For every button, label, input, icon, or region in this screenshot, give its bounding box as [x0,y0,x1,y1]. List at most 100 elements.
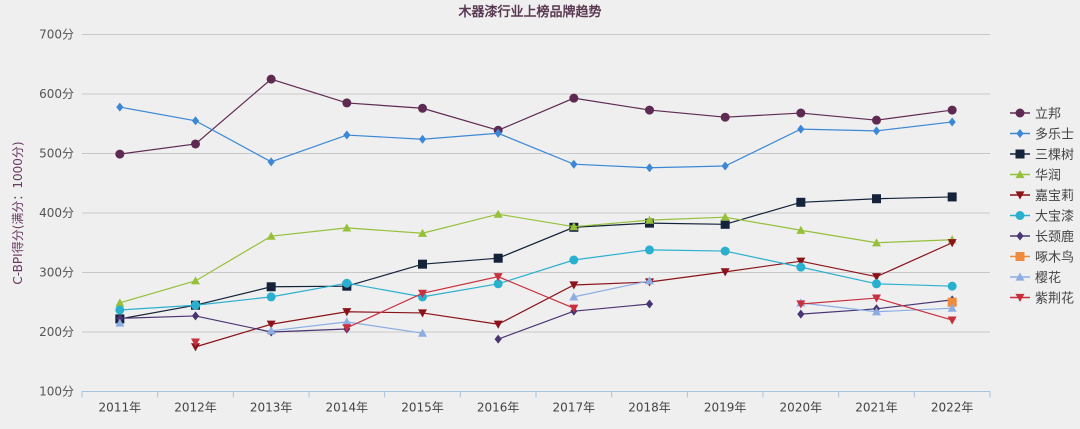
y-tick-label: 300分 [39,266,74,280]
data-point [872,279,881,289]
data-point [418,259,427,269]
legend-marker-icon [1015,272,1025,281]
data-point [418,328,427,337]
data-point [872,126,881,136]
legend-label: 立邦 [1035,107,1061,122]
data-point [493,273,503,282]
y-tick-label: 600分 [39,87,74,101]
data-point [948,117,956,127]
legend-label: 大宝漆 [1035,209,1074,225]
series-line [119,78,953,155]
x-tick-label: 2013年 [250,401,293,415]
legend-marker-icon [1015,170,1025,179]
data-point [342,98,352,108]
legend-item[interactable]: 嘉宝莉 [1010,189,1074,204]
data-point [115,149,125,159]
data-point [418,289,427,298]
data-point [872,294,881,303]
data-point [343,130,351,140]
data-point [191,139,200,149]
x-tick-label: 2021年 [855,401,898,415]
legend-label: 啄木鸟 [1035,250,1074,266]
data-point [418,309,427,318]
legend-item[interactable]: 立邦 [1010,107,1061,122]
series-1 [116,102,956,173]
data-point [266,326,276,335]
data-point [797,124,805,134]
legend-marker-icon [1015,149,1025,159]
data-point [266,320,276,329]
x-tick-label: 2022年 [931,401,974,415]
data-point [570,159,578,169]
legend-item[interactable]: 华润 [1010,169,1061,184]
legend-item[interactable]: 紫荆花 [1010,291,1074,307]
data-point [645,105,654,115]
legend-marker-icon [1015,293,1025,302]
x-tick-label: 2011年 [99,401,142,415]
data-point [493,279,503,289]
legend-label: 华润 [1035,169,1061,184]
data-point [720,112,730,122]
data-point [342,324,352,333]
data-point [796,225,806,234]
data-point [569,292,579,301]
chart-title: 木器漆行业上榜品牌趋势 [457,4,601,20]
legend-label: 长颈鹿 [1035,229,1074,245]
data-point [266,282,276,292]
data-point [191,300,200,310]
data-point [116,102,124,112]
x-tick-label: 2015年 [401,401,444,415]
y-axis-label: C-BPI得分(满分：1000分) [10,141,25,284]
data-point [191,276,200,285]
data-point [796,300,806,309]
series-line [119,196,953,320]
x-tick-label: 2014年 [326,401,369,415]
data-point [796,108,806,118]
data-point [645,245,654,255]
series-8 [115,276,957,337]
legend-marker-icon [1015,252,1025,261]
data-point [418,103,427,113]
data-point [494,334,502,344]
data-point [266,231,276,240]
legend-item[interactable]: 长颈鹿 [1010,229,1074,245]
legend-item[interactable]: 多乐士 [1010,127,1074,143]
data-point [872,238,881,247]
x-tick-label: 2018年 [628,401,671,415]
series-line [119,315,347,333]
data-point [115,318,125,327]
data-point [720,268,730,277]
data-point [266,292,276,302]
legend-label: 三棵树 [1035,148,1074,163]
data-point [797,309,805,319]
data-point [266,74,276,84]
legend-marker-icon [1015,211,1025,220]
data-point [872,115,881,125]
series-line [346,276,575,329]
y-tick-label: 500分 [39,147,74,161]
legend-item[interactable]: 啄木鸟 [1010,250,1074,266]
data-point [191,311,200,321]
data-point [191,343,200,352]
data-point [947,297,957,307]
data-point [569,222,579,231]
data-point [342,223,352,232]
data-point [796,257,806,266]
data-point [720,212,730,221]
series-7 [947,297,957,307]
legend-item[interactable]: 三棵树 [1010,148,1074,163]
series-9 [191,273,957,347]
data-point [191,338,200,347]
x-tick-label: 2016年 [477,401,520,415]
data-point [947,192,957,202]
data-point [645,276,654,285]
legend-item[interactable]: 大宝漆 [1010,209,1074,225]
data-point [796,262,806,272]
legend-item[interactable]: 樱花 [1010,270,1061,286]
legend-label: 紫荆花 [1035,291,1074,307]
legend-label: 多乐士 [1035,127,1074,143]
data-point [947,281,957,291]
series-2 [115,192,957,324]
legend-label: 嘉宝莉 [1035,189,1074,204]
